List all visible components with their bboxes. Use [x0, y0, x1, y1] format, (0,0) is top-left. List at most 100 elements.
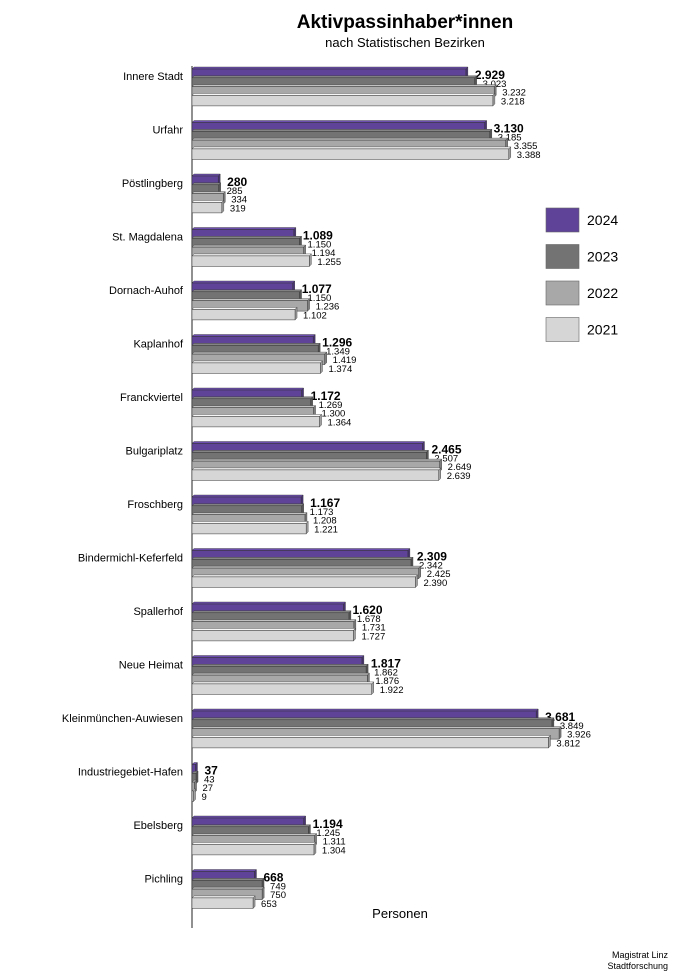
bar-side-face: [193, 788, 196, 802]
data-label: 1.304: [322, 845, 346, 856]
bar-2021: [191, 844, 315, 856]
data-label: 1.194: [313, 817, 343, 831]
bar-top-face: [191, 557, 414, 560]
category-label: Pichling: [144, 874, 183, 886]
bar-top-face: [191, 236, 303, 239]
data-label: 1.419: [333, 355, 357, 366]
legend-label: 2024: [587, 212, 618, 228]
category-label: Industriegebiet-Hafen: [78, 767, 183, 779]
data-label: 1.678: [357, 614, 381, 625]
bar-top-face: [191, 655, 365, 658]
data-label: 3.185: [498, 132, 522, 143]
bar-top-face: [191, 182, 222, 186]
data-label: 37: [204, 764, 218, 778]
category-label: Dornach-Auhof: [109, 285, 184, 297]
bar-top-face: [191, 735, 551, 738]
bar-top-face: [191, 664, 369, 667]
bar-top-face: [191, 458, 443, 462]
data-label: 3.232: [502, 88, 526, 99]
bar-side-face: [492, 92, 496, 107]
data-label: 1.102: [303, 310, 327, 321]
data-label: 1.349: [326, 346, 350, 357]
bar-top-face: [191, 601, 346, 605]
bar-side-face: [313, 841, 317, 856]
bar-side-face: [415, 574, 418, 588]
data-label: 2.639: [447, 471, 471, 482]
bar-top-face: [191, 173, 221, 177]
bar-top-face: [191, 815, 307, 819]
bar-top-face: [191, 565, 422, 569]
bar-top-face: [191, 387, 305, 391]
data-label: 1.172: [311, 389, 341, 403]
bar-top-face: [191, 441, 425, 444]
bar-2021: [191, 95, 494, 107]
bar-side-face: [508, 146, 511, 160]
data-label: 1.269: [319, 400, 343, 411]
data-label: 750: [270, 890, 286, 901]
data-label: 9: [202, 792, 207, 803]
data-label: 1.300: [322, 409, 346, 420]
bar-2021: [191, 790, 194, 802]
bar-top-face: [191, 405, 317, 408]
bar-top-face: [191, 334, 316, 337]
chart-subtitle: nach Statistischen Bezirken: [325, 35, 485, 50]
bar-top-face: [191, 120, 488, 123]
bar-side-face: [305, 520, 309, 535]
bar-top-face: [191, 253, 312, 257]
category-label: Bulgariplatz: [126, 446, 183, 458]
bar-top-face: [191, 512, 308, 515]
bar-2021: [191, 309, 296, 321]
data-label: 2.390: [423, 578, 447, 589]
category-label: Froschberg: [127, 499, 183, 511]
bar-top-face: [191, 503, 305, 506]
legend-swatch: [545, 207, 580, 233]
bar-top-face: [191, 681, 375, 685]
data-label: 43: [204, 774, 215, 785]
bar-top-face: [191, 521, 309, 524]
bar-top-face: [191, 610, 352, 613]
bar-2021: [191, 523, 307, 535]
category-label: Neue Heimat: [119, 660, 183, 672]
bar-side-face: [438, 467, 441, 481]
data-label: 2.465: [431, 443, 461, 457]
data-label: 3.849: [560, 721, 584, 732]
data-label: 1.727: [361, 631, 385, 642]
data-label: 3.218: [501, 96, 525, 107]
bar-top-face: [191, 878, 265, 881]
bar-side-face: [320, 360, 323, 374]
data-label: 1.296: [322, 336, 352, 350]
data-label: 1.167: [310, 496, 340, 510]
bar-top-face: [191, 628, 356, 631]
bar-top-face: [191, 414, 323, 417]
bar-2021: [191, 737, 549, 749]
data-label: 1.311: [323, 837, 346, 848]
bar-2021: [191, 202, 223, 214]
data-label: 653: [261, 899, 277, 910]
category-label: Kaplanhof: [133, 339, 183, 351]
bar-side-face: [548, 734, 551, 749]
category-label: Franckviertel: [120, 392, 183, 404]
category-label: Spallerhof: [133, 606, 183, 618]
data-label: 2.309: [417, 550, 447, 564]
bar-side-face: [307, 298, 310, 312]
data-label: 1.150: [308, 293, 332, 304]
bar-side-face: [558, 726, 562, 740]
bar-top-face: [191, 343, 321, 346]
bar-top-face: [191, 298, 311, 301]
bar-top-face: [191, 886, 265, 890]
category-label: Bindermichl-Keferfeld: [78, 553, 183, 565]
bar-2021: [191, 576, 416, 588]
bar-2021: [191, 469, 439, 481]
bar-side-face: [324, 351, 327, 366]
data-label: 1.817: [371, 657, 401, 671]
bar-side-face: [294, 306, 298, 321]
bar-top-face: [191, 467, 442, 471]
data-label: 1.150: [308, 239, 332, 250]
bar-top-face: [191, 726, 562, 729]
data-label: 2.342: [419, 560, 443, 571]
bar-top-face: [191, 672, 370, 676]
category-label: Ebelsberg: [133, 820, 183, 832]
bar-top-face: [191, 842, 317, 845]
bar-top-face: [191, 307, 298, 310]
footer-department: Stadtforschung: [607, 961, 668, 971]
